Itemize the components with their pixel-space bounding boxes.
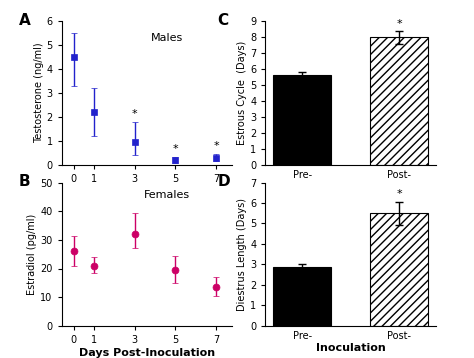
Bar: [370, 213, 428, 326]
Text: B: B: [19, 174, 31, 189]
Bar: [370, 37, 428, 165]
Text: A: A: [19, 13, 31, 28]
Y-axis label: Estrous Cycle  (Days): Estrous Cycle (Days): [237, 41, 247, 145]
Text: *: *: [132, 109, 137, 119]
Text: *: *: [396, 189, 402, 199]
Text: *: *: [396, 19, 402, 29]
Y-axis label: Testosterone (ng/ml): Testosterone (ng/ml): [34, 43, 44, 144]
Bar: [273, 267, 331, 326]
Text: Males: Males: [151, 33, 183, 43]
Text: C: C: [218, 13, 229, 28]
Y-axis label: Diestrus Length (Days): Diestrus Length (Days): [237, 198, 247, 311]
Text: *: *: [173, 144, 178, 154]
Text: Females: Females: [145, 190, 191, 200]
Text: D: D: [218, 174, 230, 189]
X-axis label: Days Post-Inoculation: Days Post-Inoculation: [79, 348, 215, 358]
Bar: [273, 75, 331, 165]
Y-axis label: Estradiol (pg/ml): Estradiol (pg/ml): [27, 214, 37, 295]
X-axis label: Inoculation: Inoculation: [316, 343, 386, 353]
Text: *: *: [213, 141, 219, 151]
